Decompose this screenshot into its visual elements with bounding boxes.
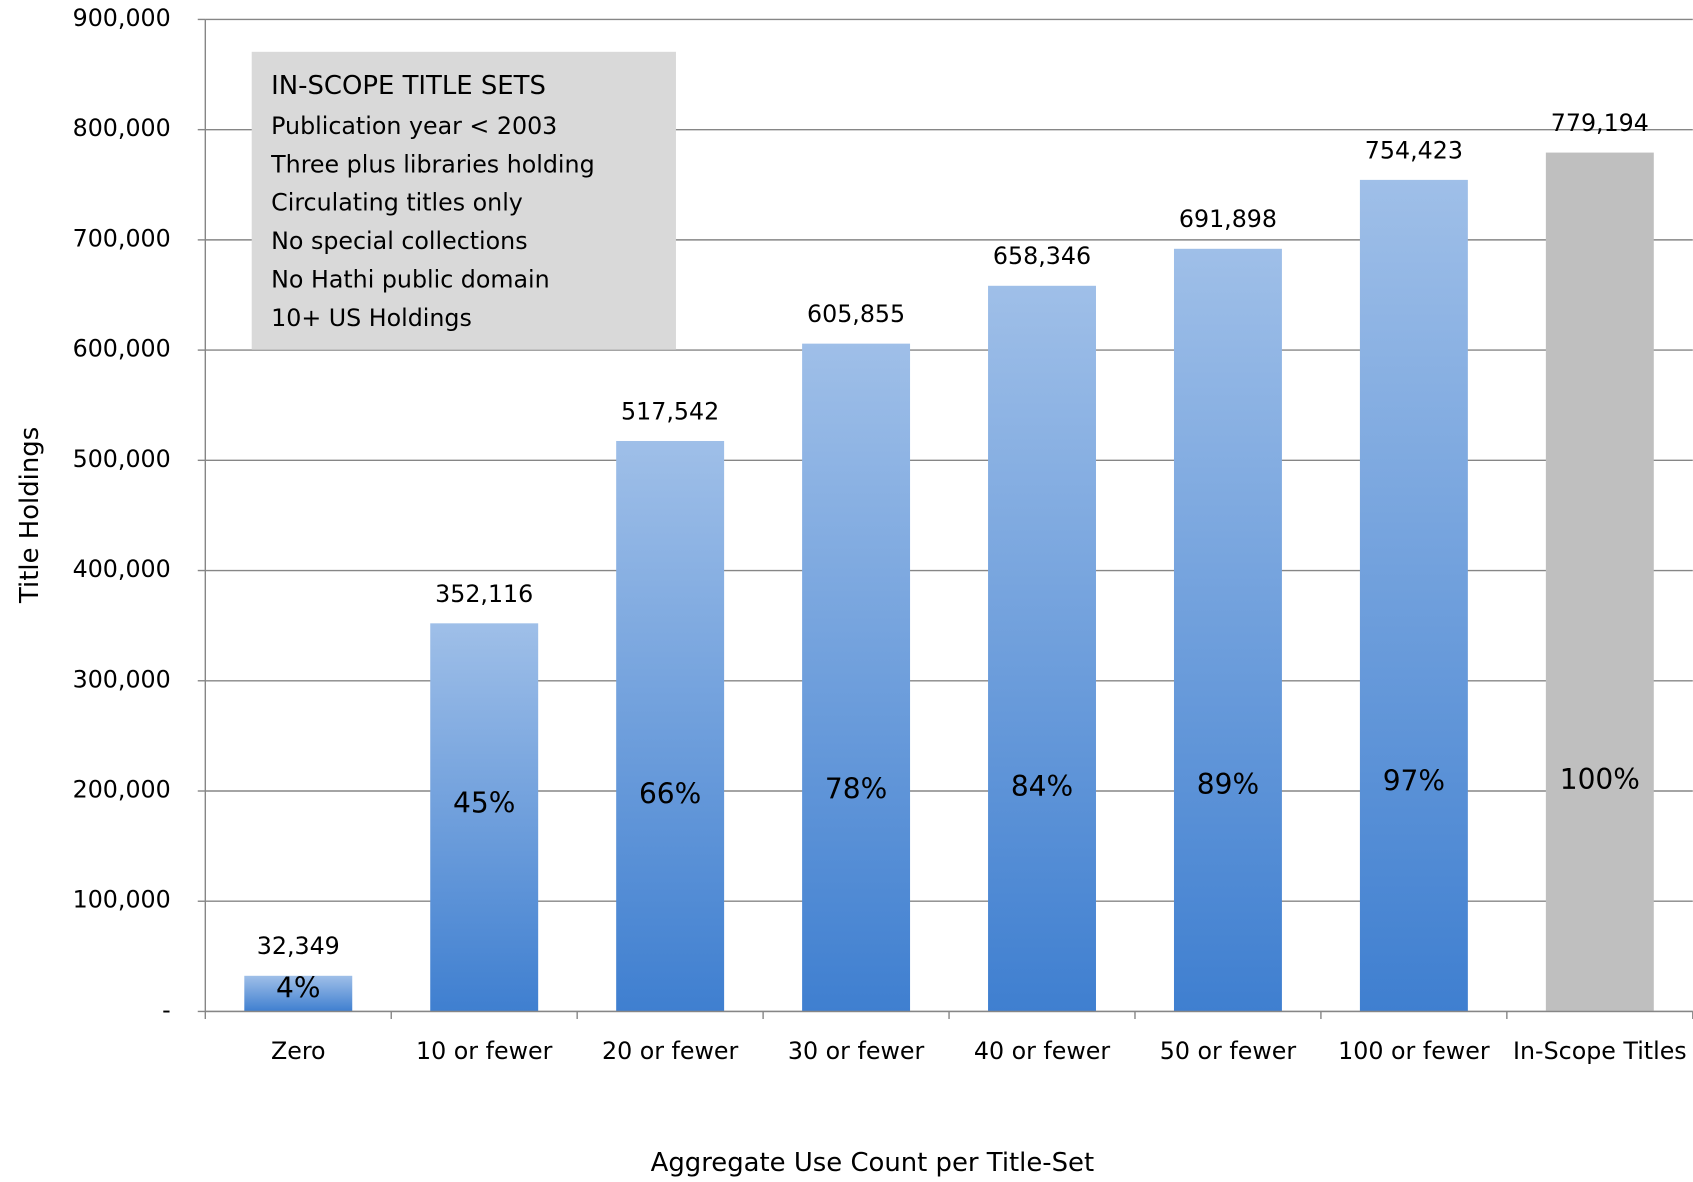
bar <box>1173 248 1282 1012</box>
y-tick-label: 100,000 <box>73 886 171 914</box>
y-tick-label: 300,000 <box>73 665 171 693</box>
bar <box>802 343 911 1012</box>
x-tick-label: 100 or fewer <box>1338 1037 1490 1065</box>
value-label: 605,855 <box>807 300 905 328</box>
value-label: 691,898 <box>1179 205 1277 233</box>
note-line: Circulating titles only <box>271 189 523 217</box>
value-label: 517,542 <box>621 397 719 425</box>
note-line: No Hathi public domain <box>271 266 550 294</box>
x-tick-label: 40 or fewer <box>974 1037 1111 1065</box>
y-tick-label: - <box>162 996 171 1024</box>
x-tick-label: 30 or fewer <box>788 1037 925 1065</box>
note-line: Publication year < 2003 <box>271 112 557 140</box>
y-tick-label: 600,000 <box>73 335 171 363</box>
y-tick-label: 200,000 <box>73 775 171 803</box>
percent-label: 100% <box>1560 763 1640 796</box>
x-tick-label: 10 or fewer <box>416 1037 553 1065</box>
percent-label: 89% <box>1197 768 1259 801</box>
note-box <box>251 51 676 350</box>
y-tick-label: 700,000 <box>73 224 171 252</box>
bar <box>244 975 353 1012</box>
percent-label: 66% <box>639 778 701 811</box>
y-tick-label: 500,000 <box>73 445 171 473</box>
percent-label: 84% <box>1011 770 1073 803</box>
bar <box>1545 152 1654 1012</box>
note-title: IN-SCOPE TITLE SETS <box>271 71 546 101</box>
y-tick-label: 900,000 <box>73 4 171 32</box>
bar <box>430 623 539 1012</box>
x-tick-label: In-Scope Titles <box>1513 1037 1687 1065</box>
bar <box>1359 179 1468 1012</box>
percent-label: 4% <box>276 971 321 1004</box>
x-tick-label: Zero <box>271 1037 326 1065</box>
value-label: 779,194 <box>1551 109 1649 137</box>
percent-label: 97% <box>1383 764 1445 797</box>
y-tick-label: 400,000 <box>73 555 171 583</box>
y-tick-label: 800,000 <box>73 114 171 142</box>
percent-label: 45% <box>453 787 515 820</box>
percent-label: 78% <box>825 773 887 806</box>
x-tick-label: 20 or fewer <box>602 1037 739 1065</box>
bar <box>988 285 1096 1012</box>
value-label: 352,116 <box>435 580 533 608</box>
x-axis-title: Aggregate Use Count per Title-Set <box>651 1148 1095 1178</box>
note-line: 10+ US Holdings <box>271 304 472 332</box>
y-axis-title: Title Holdings <box>15 427 45 604</box>
note-line: Three plus libraries holding <box>270 150 594 178</box>
bar <box>616 440 725 1012</box>
x-tick-label: 50 or fewer <box>1160 1037 1297 1065</box>
value-label: 32,349 <box>257 932 340 960</box>
value-label: 754,423 <box>1365 136 1463 164</box>
note-line: No special collections <box>271 227 527 255</box>
value-label: 658,346 <box>993 242 1091 270</box>
